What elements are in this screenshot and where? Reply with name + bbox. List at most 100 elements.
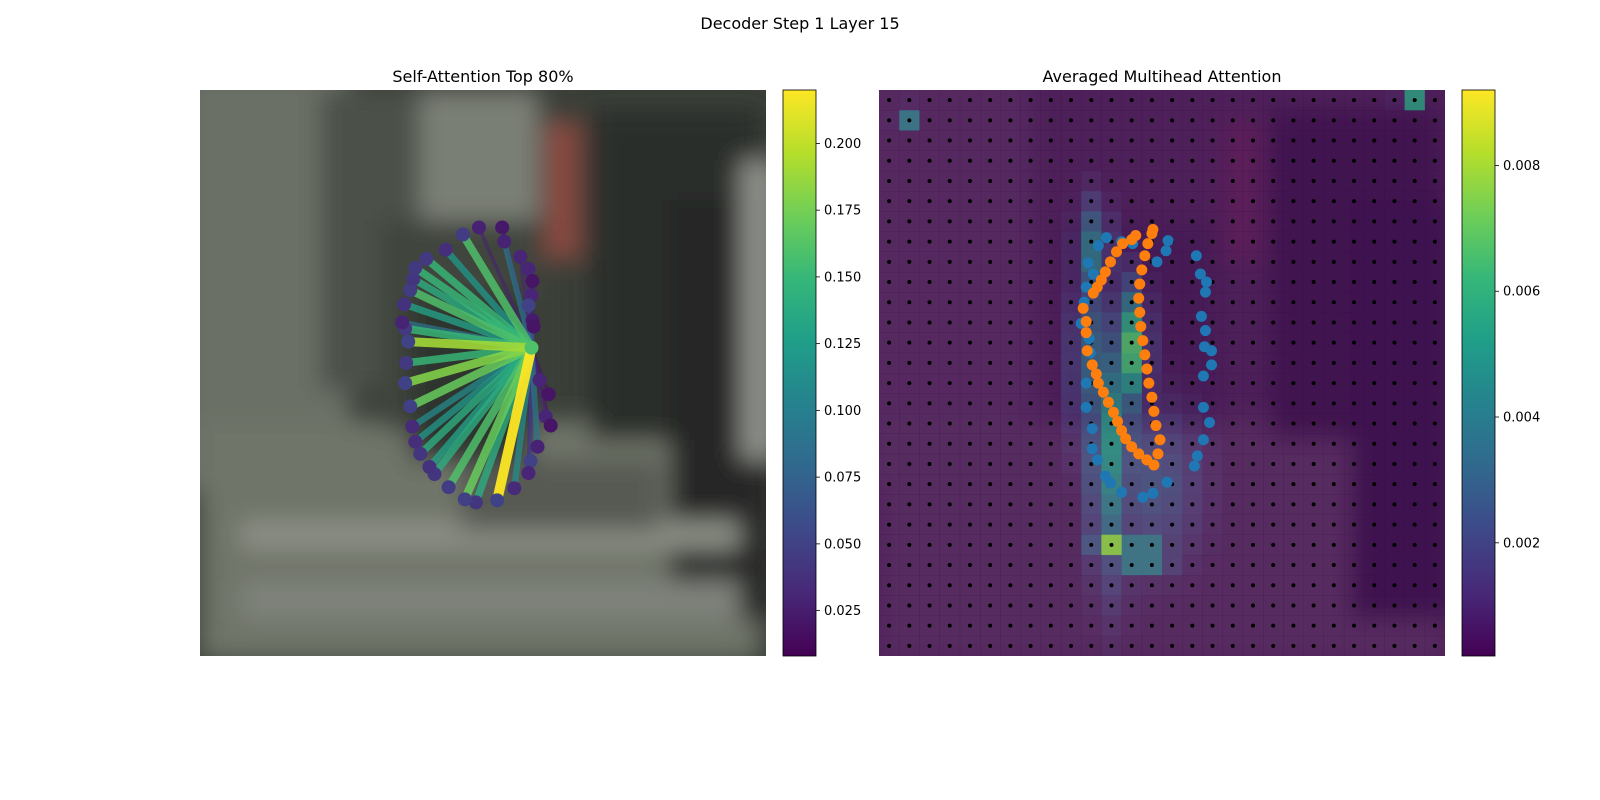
- grid-dot: [887, 259, 892, 264]
- attention-point: [471, 220, 486, 235]
- grid-dot: [1109, 381, 1114, 386]
- grid-dot: [1149, 158, 1154, 163]
- grid-dot: [1250, 320, 1255, 325]
- grid-dot: [1352, 563, 1357, 568]
- grid-dot: [887, 381, 892, 386]
- grid-dot: [1311, 178, 1316, 183]
- grid-dot: [967, 98, 972, 103]
- grid-dot: [1048, 360, 1053, 365]
- grid-dot: [1311, 138, 1316, 143]
- grid-dot: [1028, 158, 1033, 163]
- blue-sample-point: [1091, 454, 1103, 466]
- grid-dot: [1250, 461, 1255, 466]
- grid-dot: [1432, 340, 1437, 345]
- orange-sample-point: [1146, 391, 1158, 403]
- grid-dot: [1250, 199, 1255, 204]
- grid-dot: [1089, 563, 1094, 568]
- grid-dot: [1149, 643, 1154, 648]
- grid-dot: [927, 118, 932, 123]
- grid-dot: [1109, 603, 1114, 608]
- grid-dot: [988, 199, 993, 204]
- grid-dot: [927, 320, 932, 325]
- grid-dot: [1048, 158, 1053, 163]
- grid-dot: [927, 623, 932, 628]
- grid-dot: [1352, 199, 1357, 204]
- grid-dot: [927, 138, 932, 143]
- grid-dot: [1230, 401, 1235, 406]
- attention-point: [521, 298, 536, 313]
- grid-dot: [1230, 138, 1235, 143]
- attention-point: [495, 220, 510, 235]
- grid-dot: [1230, 421, 1235, 426]
- grid-dot: [947, 158, 952, 163]
- grid-dot: [947, 603, 952, 608]
- grid-dot: [1230, 98, 1235, 103]
- grid-dot: [1210, 219, 1215, 224]
- grid-dot: [1412, 522, 1417, 527]
- grid-dot: [1109, 300, 1114, 305]
- grid-dot: [1008, 98, 1013, 103]
- multihead-attention-colorbar: 0.002 0.004 0.006 0.008: [1461, 89, 1540, 657]
- grid-dot: [1331, 280, 1336, 285]
- grid-dot: [1412, 502, 1417, 507]
- attention-point: [525, 274, 540, 289]
- grid-dot: [1109, 643, 1114, 648]
- grid-dot: [967, 178, 972, 183]
- grid-dot: [1028, 360, 1033, 365]
- grid-dot: [1089, 502, 1094, 507]
- grid-dot: [1271, 603, 1276, 608]
- grid-dot: [1432, 381, 1437, 386]
- grid-dot: [1250, 502, 1255, 507]
- grid-dot: [927, 563, 932, 568]
- orange-sample-point: [1126, 234, 1138, 246]
- grid-dot: [1149, 522, 1154, 527]
- grid-dot: [1271, 421, 1276, 426]
- grid-dot: [927, 360, 932, 365]
- orange-sample-point: [1112, 416, 1124, 428]
- grid-dot: [1190, 199, 1195, 204]
- grid-dot: [1352, 623, 1357, 628]
- grid-dot: [1352, 360, 1357, 365]
- grid-dot: [1392, 239, 1397, 244]
- grid-dot: [1311, 199, 1316, 204]
- grid-dot: [1089, 482, 1094, 487]
- grid-dot: [1271, 259, 1276, 264]
- grid-dot: [927, 158, 932, 163]
- grid-dot: [1170, 502, 1175, 507]
- grid-dot: [1331, 118, 1336, 123]
- grid-dot: [967, 300, 972, 305]
- grid-dot: [1149, 300, 1154, 305]
- attention-point: [490, 493, 505, 508]
- attention-point: [398, 376, 413, 391]
- grid-dot: [1230, 461, 1235, 466]
- grid-dot: [1352, 502, 1357, 507]
- grid-dot: [1230, 542, 1235, 547]
- grid-dot: [927, 421, 932, 426]
- grid-dot: [1311, 98, 1316, 103]
- grid-dot: [1089, 603, 1094, 608]
- grid-dot: [1069, 138, 1074, 143]
- grid-dot: [1311, 360, 1316, 365]
- grid-dot: [1412, 118, 1417, 123]
- orange-sample-point: [1111, 246, 1123, 258]
- grid-dot: [1412, 401, 1417, 406]
- colorbar-tick-label: 0.125: [824, 337, 861, 352]
- grid-dot: [1028, 643, 1033, 648]
- grid-dot: [1028, 340, 1033, 345]
- grid-dot: [1149, 178, 1154, 183]
- grid-dot: [1352, 381, 1357, 386]
- grid-dot: [1129, 421, 1134, 426]
- grid-dot: [1170, 603, 1175, 608]
- attention-point: [408, 434, 423, 449]
- grid-dot: [1008, 381, 1013, 386]
- grid-dot: [1291, 623, 1296, 628]
- grid-dot: [1069, 280, 1074, 285]
- grid-dot: [967, 199, 972, 204]
- grid-dot: [1311, 239, 1316, 244]
- grid-dot: [1069, 381, 1074, 386]
- orange-sample-point: [1137, 335, 1149, 347]
- grid-dot: [1008, 320, 1013, 325]
- grid-dot: [1129, 320, 1134, 325]
- grid-dot: [887, 138, 892, 143]
- blue-sample-point: [1206, 359, 1218, 371]
